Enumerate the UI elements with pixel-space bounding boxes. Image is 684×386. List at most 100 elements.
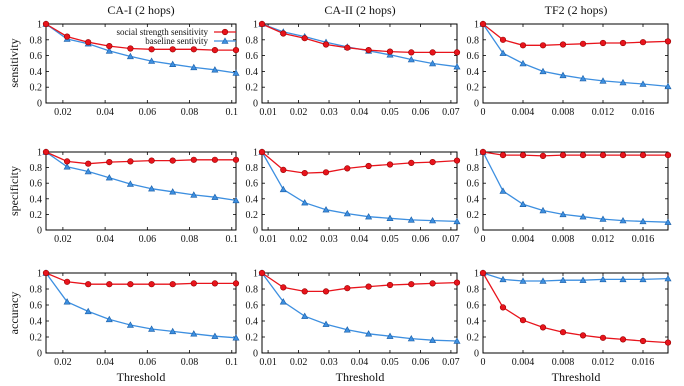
social-data-point <box>499 304 507 311</box>
x-tick-label: 0.008 <box>552 357 575 368</box>
social-data-point <box>232 156 240 163</box>
y-tick-label: 1 <box>253 269 258 280</box>
y-tick-label: 0.6 <box>30 179 43 190</box>
x-tick-label: 0.08 <box>181 234 199 245</box>
legend-label-social: social strength sensitivity <box>117 27 209 37</box>
baseline-data-point <box>539 277 547 284</box>
social-data-point <box>453 49 461 56</box>
x-tick-label: 0.07 <box>442 234 460 245</box>
baseline-data-point <box>407 216 415 223</box>
y-tick-label: 1 <box>37 269 42 280</box>
baseline-data-point <box>190 191 198 198</box>
baseline-data-point <box>105 174 113 181</box>
x-tick-label: 0.012 <box>592 107 615 118</box>
y-tick-label: 0.6 <box>467 179 480 190</box>
col-title-ca1: CA-I (2 hops) <box>107 3 174 17</box>
legend-marker-baseline <box>221 37 229 44</box>
x-tick-label: 0.016 <box>632 357 655 368</box>
baseline-data-point <box>453 337 461 344</box>
x-tick-label: 0.06 <box>412 357 430 368</box>
y-tick-label: 0.6 <box>246 179 259 190</box>
baseline-data-point <box>499 187 507 194</box>
social-data-point <box>664 152 672 159</box>
plot-frame <box>482 23 669 104</box>
x-tick-label: 0.02 <box>290 357 308 368</box>
y-tick-label: 0.8 <box>30 285 43 296</box>
social-data-point <box>63 158 71 165</box>
social-data-point <box>344 285 351 292</box>
x-tick-label: 0.012 <box>592 357 615 368</box>
y-tick-label: 0.8 <box>30 35 43 46</box>
social-data-point <box>280 166 287 173</box>
baseline-data-point <box>169 60 177 67</box>
y-tick-label: 0 <box>474 349 479 360</box>
social-data-point <box>211 46 218 54</box>
social-series-line <box>482 23 669 46</box>
baseline-data-point <box>407 55 415 63</box>
baseline-data-point <box>619 216 627 224</box>
x-tick-label: 0 <box>481 234 486 245</box>
row-label-sensitivity: sensitivity <box>7 38 21 87</box>
social-series-line <box>45 23 236 51</box>
y-tick-label: 0.6 <box>246 51 259 62</box>
baseline-series-line <box>482 151 669 223</box>
x-tick-label: 0.004 <box>512 234 535 245</box>
baseline-data-point <box>519 59 527 67</box>
x-tick-label: 0.05 <box>381 357 399 368</box>
x-tick-label: 0.04 <box>351 234 369 245</box>
baseline-data-point <box>453 63 461 70</box>
baseline-data-point <box>84 167 92 175</box>
social-data-point <box>619 39 627 47</box>
x-tick-label: 0.1 <box>226 357 239 368</box>
y-tick-label: 1 <box>474 20 479 31</box>
baseline-data-point <box>365 330 373 337</box>
plot-frame <box>45 272 237 354</box>
y-tick-label: 0.8 <box>467 285 480 296</box>
social-data-point <box>301 35 308 42</box>
x-tick-label: 0.04 <box>351 107 369 118</box>
x-tick-label: 0.1 <box>226 234 239 245</box>
legend-marker-social <box>221 28 229 36</box>
y-tick-label: 0 <box>474 226 479 237</box>
social-data-point <box>106 159 113 166</box>
baseline-data-point <box>429 336 437 343</box>
social-data-point <box>579 332 587 339</box>
panel-2-1: 0 0.2 0.4 0.6 0.8 1 0.02 0.04 0.06 0.08 0.1 <box>30 148 240 245</box>
social-data-point <box>429 280 436 287</box>
x-label-ca2: Threshold <box>336 370 385 384</box>
social-data-point <box>479 269 487 277</box>
social-data-point <box>519 42 527 49</box>
plot-frame <box>261 272 458 354</box>
baseline-data-point <box>322 206 330 213</box>
panel-1-1: 0 0.2 0.4 0.6 0.8 1 0.02 0.04 0.06 0.08 0.1 <box>30 20 240 118</box>
plot-frame <box>482 272 669 354</box>
x-tick-label: 0.08 <box>181 357 199 368</box>
x-tick-label: 0.06 <box>139 107 157 118</box>
social-series-line <box>261 23 457 54</box>
baseline-data-point <box>63 163 71 170</box>
y-tick-label: 0.2 <box>30 83 43 94</box>
col-title-ca2: CA-II (2 hops) <box>324 3 395 17</box>
social-data-point <box>639 39 647 46</box>
baseline-data-point <box>105 47 113 54</box>
y-tick-label: 0.8 <box>467 163 480 174</box>
y-tick-label: 0.4 <box>30 67 43 78</box>
social-data-point <box>322 41 330 48</box>
x-tick-label: 0.01 <box>259 234 277 245</box>
social-data-point <box>106 42 113 50</box>
panel-3-2: 0 0.2 0.4 0.6 0.8 1 0.01 0.02 0.03 0.04 0.05 0.06 0.… <box>246 269 461 368</box>
row-labels: sensitivity specificity accuracy <box>7 38 21 334</box>
social-data-point <box>301 288 308 295</box>
social-data-point <box>559 329 567 336</box>
baseline-data-point <box>429 59 437 67</box>
social-data-point <box>258 269 266 277</box>
x-tick-label: 0.016 <box>632 234 655 245</box>
social-data-point <box>639 337 647 345</box>
social-data-point <box>619 336 627 343</box>
y-tick-label: 0 <box>37 99 42 110</box>
social-data-point <box>579 40 587 47</box>
column-titles: CA-I (2 hops) CA-II (2 hops) TF2 (2 hops… <box>107 3 607 17</box>
y-tick-label: 0 <box>253 226 258 237</box>
baseline-data-point <box>190 63 198 71</box>
